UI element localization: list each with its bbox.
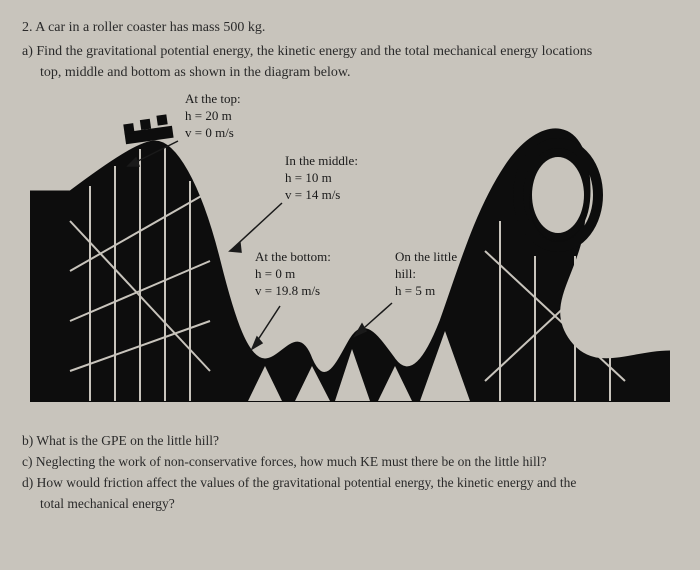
bottom-questions: b) What is the GPE on the little hill? c… <box>22 431 678 515</box>
problem-intro: A car in a roller coaster has mass 500 k… <box>35 20 265 35</box>
part-a-text: Find the gravitational potential energy,… <box>36 44 592 59</box>
part-a-text2: top, middle and bottom as shown in the d… <box>22 63 678 83</box>
loop-inner <box>532 157 584 233</box>
question-d2: total mechanical energy? <box>22 494 678 515</box>
question-b: b) What is the GPE on the little hill? <box>22 431 678 452</box>
part-a-label: a) <box>22 44 33 59</box>
part-a: a) Find the gravitational potential ener… <box>22 42 678 83</box>
coaster-car <box>123 114 173 144</box>
roller-coaster-diagram: At the top: h = 20 m v = 0 m/s In the mi… <box>30 91 670 421</box>
problem-number: 2. <box>22 20 33 35</box>
arrow-middle <box>230 203 282 252</box>
question-c: c) Neglecting the work of non-conservati… <box>22 452 678 473</box>
problem-header: 2. A car in a roller coaster has mass 50… <box>22 18 678 38</box>
arrow-bottom <box>252 306 280 349</box>
question-d: d) How would friction affect the values … <box>22 473 678 494</box>
coaster-svg <box>30 91 670 421</box>
arrow-little <box>355 303 392 336</box>
